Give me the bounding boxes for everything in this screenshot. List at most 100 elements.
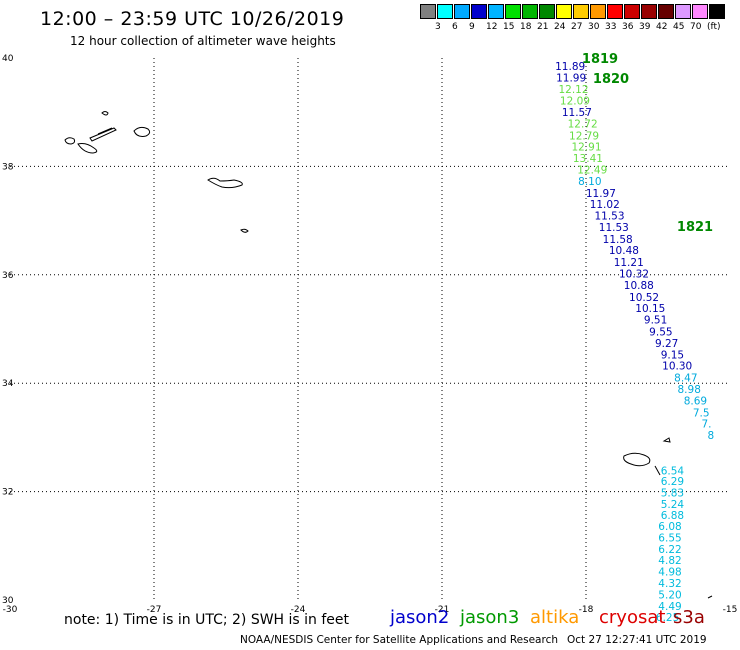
swh-value: 6.55 [658,532,681,544]
island-santa-maria [240,228,249,233]
swh-value: 12.12 [558,84,588,96]
island-pico [77,143,98,154]
island-sao-miguel [207,177,243,189]
lat-tick-label: 34 [2,379,14,389]
swh-value: 6.29 [661,476,684,488]
lat-tick-label: 38 [2,162,14,172]
swh-value: 7.5 [693,407,710,419]
swh-value: 6.88 [661,510,684,522]
island-selvagens [707,595,713,599]
swh-value: 7. [701,419,711,431]
color-swatch [641,4,657,19]
color-label: 39 [639,22,651,32]
swh-value: 5.83 [661,487,684,499]
satellite-legend-item: jason3 [460,607,520,628]
swh-value: 12.49 [577,164,607,176]
color-swatch [488,4,504,19]
color-label: 27 [571,22,583,32]
swh-value: 10.52 [629,292,659,304]
color-swatch [607,4,623,19]
lon-tick-label: -27 [147,605,162,615]
island-graciosa [97,127,113,135]
lat-tick-label: 36 [2,271,14,281]
swh-value: 10.30 [662,361,692,373]
island-porto-santo [662,437,671,443]
color-label: 9 [469,22,475,32]
altimeter-tracks: 11.8911.9912.1212.0911.5712.7212.7912.91… [555,61,714,624]
swh-value: 8.98 [678,384,701,396]
lat-lon-grid [10,58,730,600]
lon-tick-label: -24 [291,605,306,615]
swh-value: 11.99 [556,72,586,84]
lon-tick-label: -18 [579,605,594,615]
color-label: 6 [452,22,458,32]
credit-line: NOAA/NESDIS Center for Satellite Applica… [240,634,558,646]
color-swatch [590,4,606,19]
swh-value: 9.15 [661,349,684,361]
satellite-legend-item: s3a [673,607,705,628]
color-swatch [539,4,555,19]
swh-value: 6.25 [656,612,679,624]
color-swatch [675,4,691,19]
swh-value: 4.49 [658,601,681,613]
color-label: 15 [503,22,515,32]
swh-value: 11.53 [599,222,629,234]
color-label: 3 [435,22,441,32]
color-swatch [573,4,589,19]
swh-value: 11.58 [603,234,633,246]
color-swatch [624,4,640,19]
color-swatch [437,4,453,19]
color-label: (ft) [707,22,721,32]
color-label: 24 [554,22,566,32]
swh-value: 8 [707,430,714,442]
swh-value: 6.08 [658,521,681,533]
map-title: 12:00 – 23:59 UTC 10/26/2019 [40,8,345,30]
swh-value: 12.91 [571,142,601,154]
color-swatch [522,4,538,19]
swh-value: 11.02 [590,199,620,211]
pass-number: 1820 [593,72,629,87]
satellite-legend-item: altika [530,607,580,628]
swh-value: 11.97 [586,188,616,200]
swh-value: 6.54 [661,465,685,477]
island-madeira [623,452,651,467]
swh-value: 11.21 [614,257,644,269]
swh-value: 10.48 [609,245,639,257]
swh-value: 5.24 [661,499,685,511]
color-label: 42 [656,22,668,32]
swh-value: 10.15 [635,303,665,315]
swh-value: 9.51 [644,315,667,327]
axis-labels: -30 -27 -24 -21 -18 -15 40 38 36 34 32 30 [2,54,737,615]
color-label: 70 [690,22,702,32]
island-desertas [654,465,661,476]
swh-value: 8.10 [578,176,601,188]
lat-tick-label: 40 [2,54,14,64]
color-swatch [420,4,436,19]
color-label: 21 [537,22,549,32]
pass-number: 1819 [582,52,618,67]
swh-value: 9.27 [655,338,678,350]
swh-value: 10.88 [624,280,654,292]
color-swatch [556,4,572,19]
color-swatch [692,4,708,19]
color-swatch [505,4,521,19]
generation-timestamp: Oct 27 12:27:41 UTC 2019 [567,634,707,646]
color-label: 36 [622,22,634,32]
swh-value: 11.53 [594,211,624,223]
color-label: 45 [673,22,685,32]
pass-numbers: 1819 1820 1821 [582,52,713,235]
color-swatch [709,4,725,19]
pass-number: 1821 [677,220,713,235]
island-faial [64,137,76,145]
swh-value: 12.09 [560,96,590,108]
swh-value: 4.32 [658,578,681,590]
swh-value: 4.82 [658,555,681,567]
swh-value: 12.72 [568,118,598,130]
swh-value: 6.22 [658,544,681,556]
map-subtitle: 12 hour collection of altimeter wave hei… [70,34,336,48]
color-swatch [658,4,674,19]
color-label: 18 [520,22,532,32]
swh-value: 8.47 [674,373,697,385]
swh-value: 10.32 [619,269,649,281]
